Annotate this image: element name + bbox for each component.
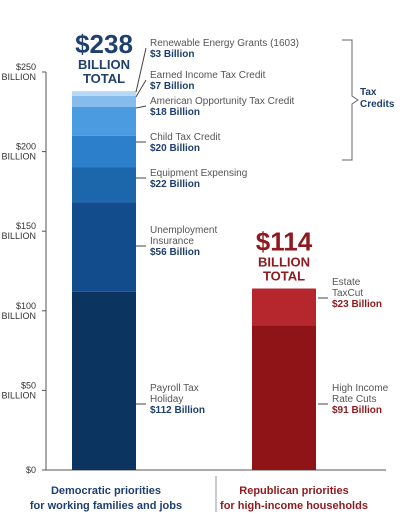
- y-tick-label: $150: [16, 221, 36, 231]
- bracket-label: Tax: [360, 87, 377, 98]
- segment-connector: [135, 47, 147, 93]
- bar-segment: [72, 135, 136, 168]
- category-labels: Democratic priorities for working familie…: [30, 476, 368, 512]
- category-label: Democratic priorities: [51, 485, 161, 497]
- segment-name: Equipment Expensing: [150, 168, 247, 179]
- total-value: $238: [75, 29, 133, 59]
- bar-segment: [72, 91, 136, 96]
- bar-segment: [252, 325, 316, 470]
- segment-value: $7 Billion: [150, 81, 194, 92]
- segment-name: Earned Income Tax Credit: [150, 70, 266, 81]
- y-tick-label: $50: [21, 380, 36, 390]
- bar-segment: [252, 288, 316, 326]
- y-tick-label: $100: [16, 301, 36, 311]
- segment-value: $22 Billion: [150, 179, 200, 190]
- segment-name: American Opportunity Tax Credit: [150, 96, 295, 107]
- bars: [72, 91, 316, 470]
- bar-segment: [72, 167, 136, 203]
- segment-value: $56 Billion: [150, 247, 200, 258]
- segment-name: Holiday: [150, 394, 183, 405]
- bracket-shape: [342, 39, 359, 161]
- bar-republican: [252, 288, 316, 470]
- segment-name: Payroll Tax: [150, 383, 199, 394]
- y-tick-unit: BILLION: [1, 152, 36, 162]
- y-tick-unit: BILLION: [1, 72, 36, 82]
- total-word: TOTAL: [83, 71, 125, 86]
- segment-value: $23 Billion: [332, 299, 382, 310]
- category-label: for working families and jobs: [30, 500, 182, 512]
- bracket-label: Credits: [360, 99, 395, 110]
- segment-connector: [135, 105, 147, 109]
- bar-segment: [72, 202, 136, 292]
- segment-value: $112 Billion: [150, 405, 205, 416]
- segment-name: Renewable Energy Grants (1603): [150, 38, 299, 49]
- segment-value: $3 Billion: [150, 49, 194, 60]
- segment-value: $18 Billion: [150, 107, 200, 118]
- segment-value: $91 Billion: [332, 405, 382, 416]
- total-word: TOTAL: [263, 269, 305, 284]
- segment-name: Unemployment: [150, 225, 217, 236]
- total-value: $114: [256, 227, 313, 257]
- total-unit: BILLION: [258, 255, 310, 270]
- y-tick-label: $250: [16, 62, 36, 72]
- bar-democratic: [72, 91, 136, 470]
- category-label: for high-income households: [220, 500, 368, 512]
- y-tick-unit: BILLION: [1, 231, 36, 241]
- bar-segment: [72, 291, 136, 470]
- segment-connector: [135, 79, 147, 98]
- segment-name: Estate: [332, 277, 361, 288]
- bar-segment: [72, 107, 136, 136]
- segment-name: Insurance: [150, 236, 194, 247]
- segment-name: Rate Cuts: [332, 394, 376, 405]
- segment-name: Child Tax Credit: [150, 132, 221, 143]
- segment-name: TaxCut: [332, 288, 363, 299]
- segment-value: $20 Billion: [150, 143, 200, 154]
- y-tick-label: $200: [16, 142, 36, 152]
- y-tick-unit: BILLION: [1, 311, 36, 321]
- segment-name: High Income: [332, 383, 389, 394]
- bar-segment: [72, 95, 136, 108]
- y-tick-unit: BILLION: [1, 390, 36, 400]
- category-label: Republican priorities: [239, 485, 348, 497]
- total-unit: BILLION: [78, 57, 130, 72]
- y-tick-label: $0: [26, 465, 36, 475]
